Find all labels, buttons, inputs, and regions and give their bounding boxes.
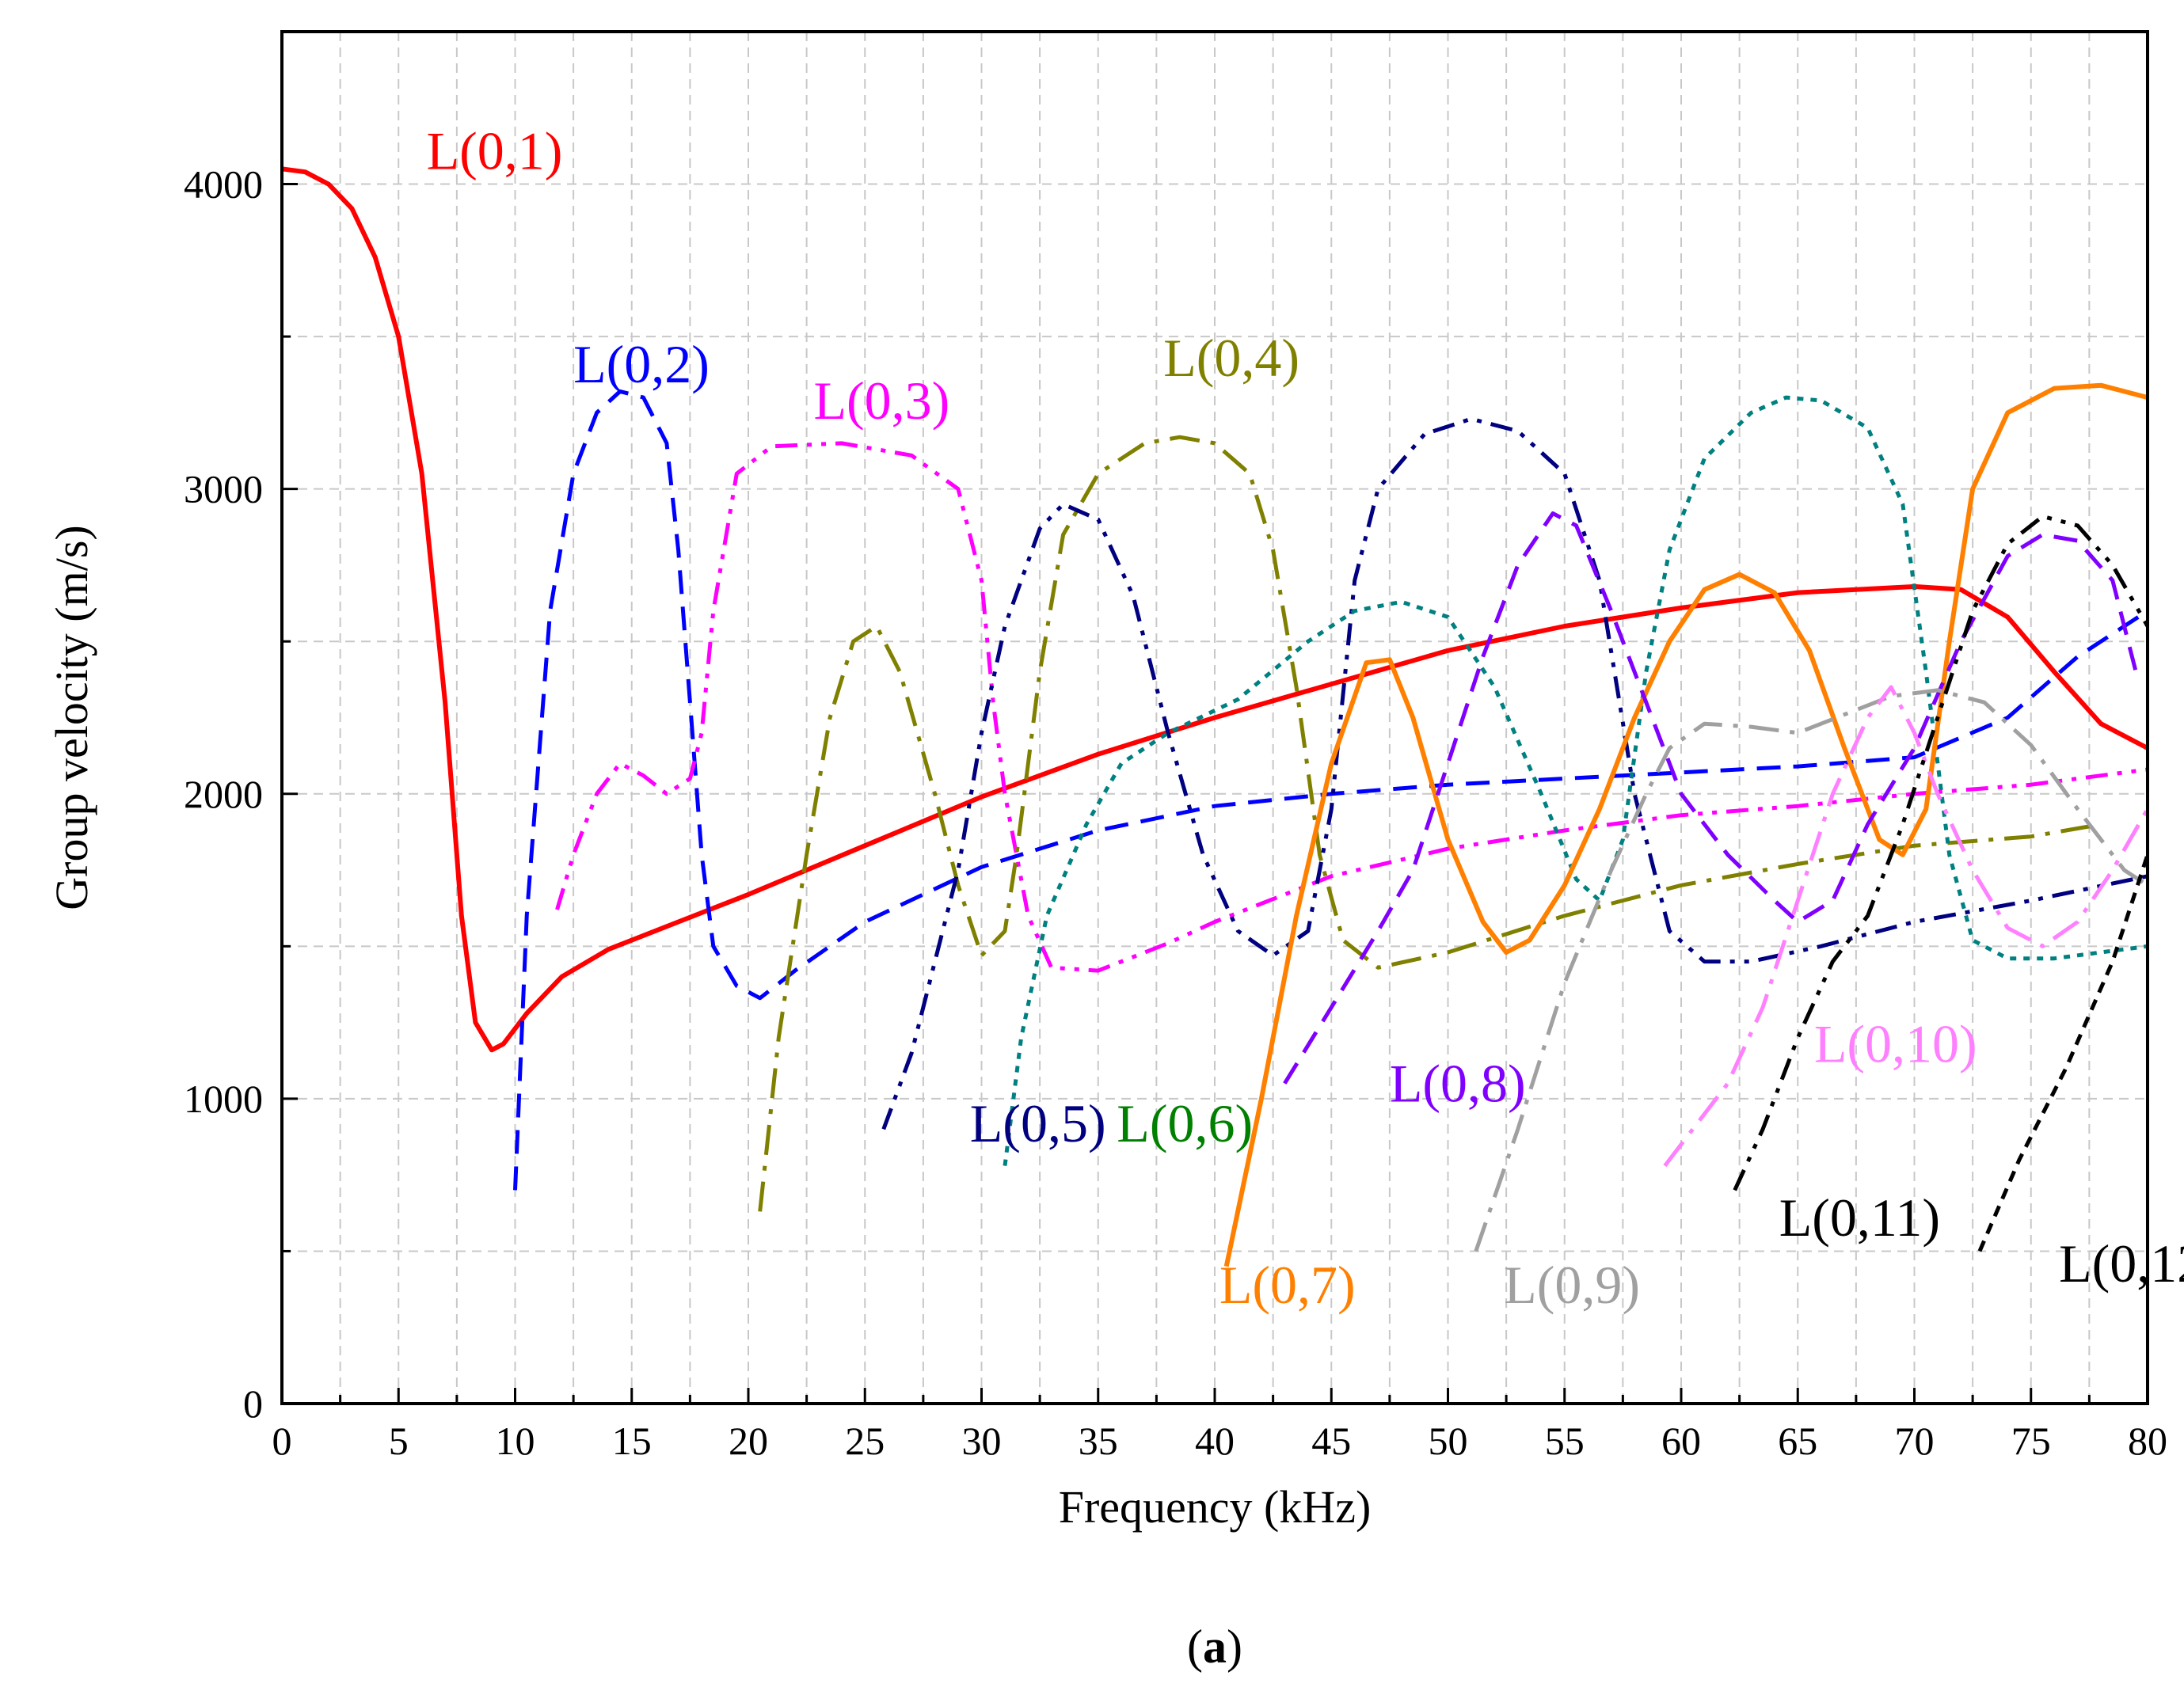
y-tick-label: 2000 [184, 772, 263, 816]
caption-open: ( [1187, 1621, 1203, 1673]
x-tick-label: 60 [1661, 1419, 1701, 1463]
x-tick-label: 50 [1429, 1419, 1468, 1463]
x-tick-label: 25 [845, 1419, 885, 1463]
x-tick-label: 30 [962, 1419, 1002, 1463]
caption-letter: a [1203, 1621, 1227, 1673]
series-line-0-6 [1003, 395, 2148, 1166]
series-label-0-5: L(0,5) [970, 1093, 1106, 1153]
x-tick-label: 15 [612, 1419, 652, 1463]
series-label-0-12: L(0,12) [2059, 1233, 2184, 1294]
x-axis-title: Frequency (kHz) [1059, 1481, 1372, 1533]
series-line-0-11 [1733, 514, 2150, 1191]
series-line-0-9 [1474, 688, 2149, 1252]
y-tick-label: 0 [243, 1381, 263, 1426]
figure-caption: (a) [1187, 1621, 1242, 1673]
x-tick-label: 70 [1895, 1419, 1935, 1463]
x-tick-label: 45 [1311, 1419, 1351, 1463]
y-tick-label: 1000 [184, 1077, 263, 1121]
series-line-0-10 [1663, 685, 2150, 1168]
y-tick-label: 4000 [184, 162, 263, 207]
series-line-0-7 [1223, 382, 2148, 1267]
caption-close: ) [1227, 1621, 1242, 1673]
x-tick-label: 20 [729, 1419, 768, 1463]
y-axis-title: Group velocity (m/s) [46, 525, 97, 910]
x-tick-label: 40 [1195, 1419, 1235, 1463]
series-labels: L(0,1) L(0,2) L(0,3) L(0,4) L(0,5) L(0,6) L(0,… [427, 120, 2184, 1315]
x-tick-label: 5 [389, 1419, 409, 1463]
series-group [281, 166, 2150, 1267]
grid [282, 32, 2148, 1404]
x-tick-label: 0 [272, 1419, 292, 1463]
series-label-0-4: L(0,4) [1163, 328, 1299, 388]
y-tick-label: 3000 [184, 467, 263, 511]
series-line-0-12 [1977, 854, 2150, 1252]
x-tick-label: 65 [1778, 1419, 1817, 1463]
series-line-0-8 [1283, 511, 2138, 1085]
x-tick-label: 75 [2011, 1419, 2051, 1463]
series-line-0-5 [881, 416, 2148, 1130]
x-tick-label: 80 [2128, 1419, 2167, 1463]
series-label-0-2: L(0,2) [573, 334, 710, 394]
series-label-0-7: L(0,7) [1219, 1255, 1356, 1315]
series-label-0-3: L(0,3) [813, 370, 949, 431]
series-label-0-6: L(0,6) [1117, 1093, 1253, 1153]
series-line-0-1 [281, 166, 2149, 1053]
series-label-0-11: L(0,11) [1779, 1187, 1940, 1248]
x-tick-label: 10 [496, 1419, 535, 1463]
series-line-0-3 [555, 441, 2148, 973]
series-label-0-1: L(0,1) [427, 120, 563, 180]
series-label-0-8: L(0,8) [1390, 1054, 1526, 1114]
series-label-0-10: L(0,10) [1814, 1014, 1977, 1074]
series-label-0-9: L(0,9) [1504, 1255, 1640, 1315]
series-line-0-4 [758, 435, 2102, 1212]
x-tick-label: 35 [1079, 1419, 1118, 1463]
axis-ticks: 0 5 10 15 20 25 30 35 40 45 50 55 60 65 70 75 80 0 1000 200… [184, 30, 2167, 1463]
series-line-0-2 [513, 389, 2149, 1191]
x-tick-label: 55 [1545, 1419, 1585, 1463]
